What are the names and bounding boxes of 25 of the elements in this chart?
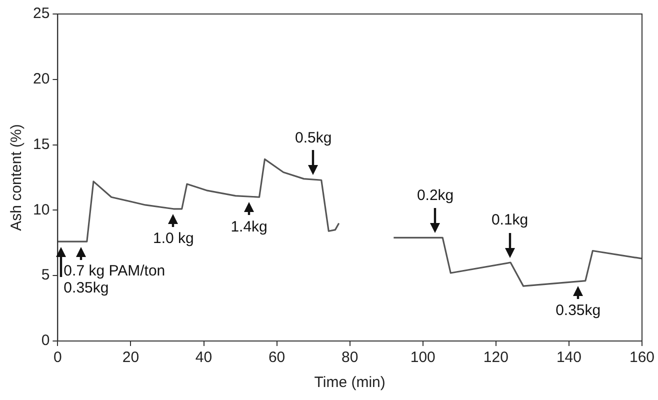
annotation: 1.0 kg [153,230,194,248]
annotation: 0.35kg [556,302,601,319]
annotation: 0.5kg [294,129,332,146]
annotation: 0.35kg [64,280,109,297]
annotation: 0.1kg [491,212,528,229]
y-tick-label: 10 [32,201,50,218]
x-tick-label: 20 [122,349,140,366]
x-tick-label: 160 [629,349,655,366]
y-tick-label: 20 [32,70,50,88]
annotation: 0.7 kg PAM/ton [64,262,166,280]
annotation: 1.4kg [230,218,268,236]
y-tick-label: 25 [32,5,50,22]
x-tick-label: 140 [556,349,582,366]
x-tick-label: 80 [342,349,358,366]
x-axis-title: Time (min) [314,374,386,392]
annotation: 0.2kg [416,186,454,204]
x-tick-label: 60 [268,349,286,366]
y-tick-label: 0 [41,332,50,350]
y-tick-label: 5 [41,266,50,284]
x-tick-label: 0 [54,349,62,366]
y-axis-title: Ash content (%) [8,124,26,231]
y-tick-label: 15 [32,136,50,153]
x-tick-label: 100 [410,349,436,366]
x-tick-label: 120 [483,349,508,366]
x-tick-label: 40 [195,349,212,366]
